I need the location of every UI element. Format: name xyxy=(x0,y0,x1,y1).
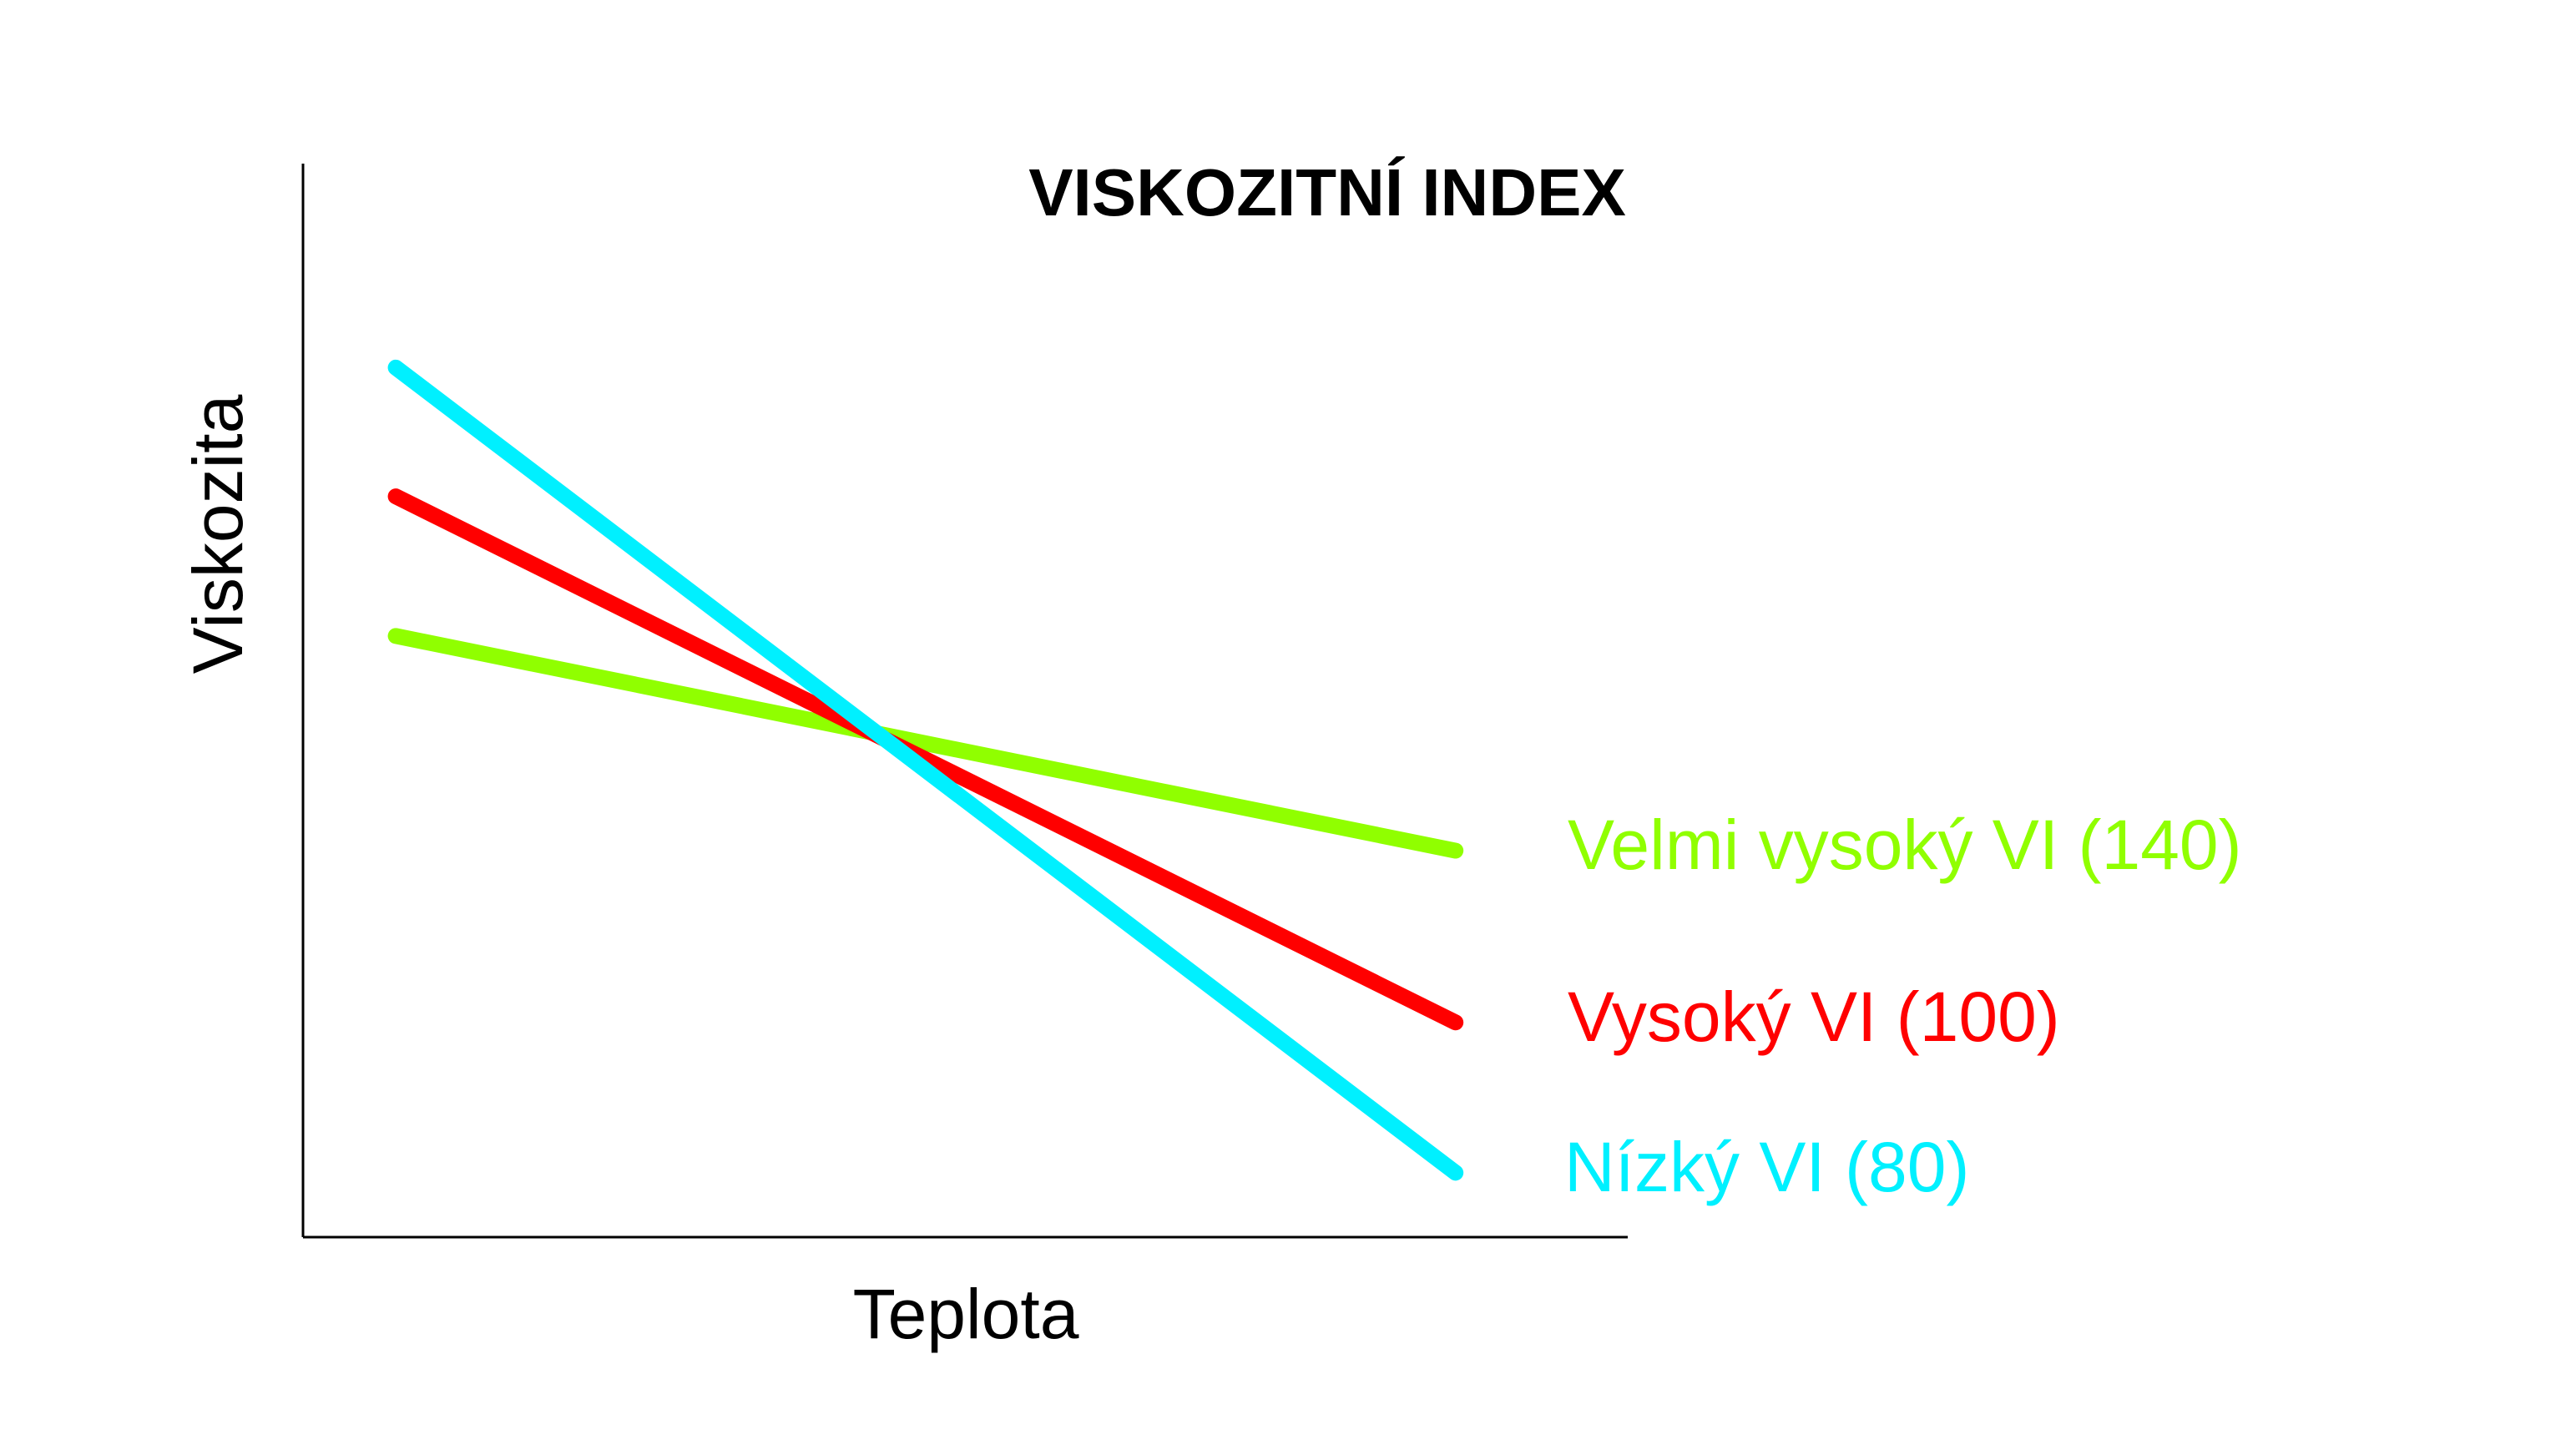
series-lines-group xyxy=(387,359,1464,1181)
series-line-2 xyxy=(387,488,1464,1031)
legend-label-1: Velmi vysoký VI (140) xyxy=(1568,806,2242,884)
series-line-1 xyxy=(387,628,1464,859)
chart-title: VISKOZITNÍ INDEX xyxy=(1028,155,1626,230)
x-axis-label: Teplota xyxy=(853,1275,1079,1353)
series-line-3 xyxy=(387,359,1464,1181)
y-axis-label: Viskozita xyxy=(179,394,257,674)
legend-group: Velmi vysoký VI (140) Vysoký VI (100) Nízk… xyxy=(1564,806,2242,1206)
legend-label-2: Vysoký VI (100) xyxy=(1568,978,2060,1056)
legend-label-3: Nízký VI (80) xyxy=(1564,1128,1969,1206)
